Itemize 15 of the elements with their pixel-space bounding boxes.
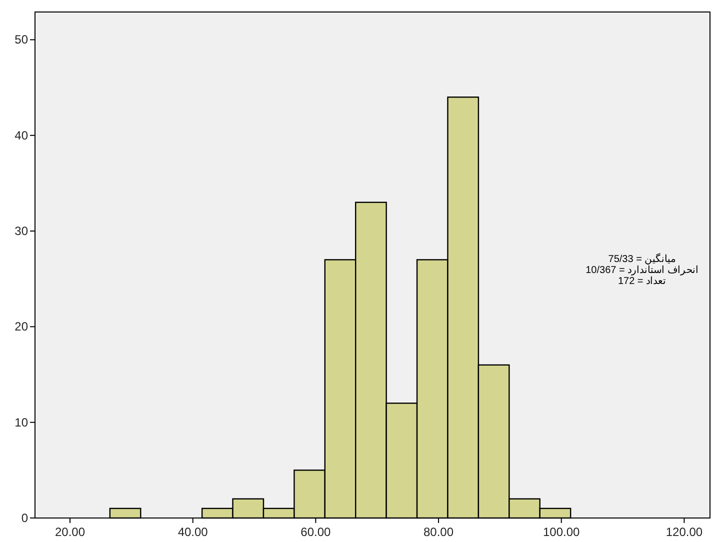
x-tick-label: 60.00 xyxy=(300,525,332,539)
y-tick-label: 10 xyxy=(14,415,28,430)
y-tick-label: 30 xyxy=(14,224,28,238)
annotation: تعداد = 172 xyxy=(618,276,666,287)
x-tick-label: 120.00 xyxy=(666,525,703,539)
x-tick-label: 40.00 xyxy=(178,525,208,539)
x-tick-label: 100.00 xyxy=(543,525,580,539)
y-tick-label: 20 xyxy=(14,320,28,334)
y-tick-label: 0 xyxy=(21,511,28,525)
x-tick-label: 20.00 xyxy=(54,525,86,539)
y-tick-label: 40 xyxy=(14,128,28,142)
y-tick-label: 50 xyxy=(14,32,28,47)
annotation: انحراف استاندارد = 10/367 xyxy=(586,265,698,276)
annotation: میانگین = 75/33 xyxy=(608,253,676,265)
x-tick-label: 80.00 xyxy=(424,525,454,539)
